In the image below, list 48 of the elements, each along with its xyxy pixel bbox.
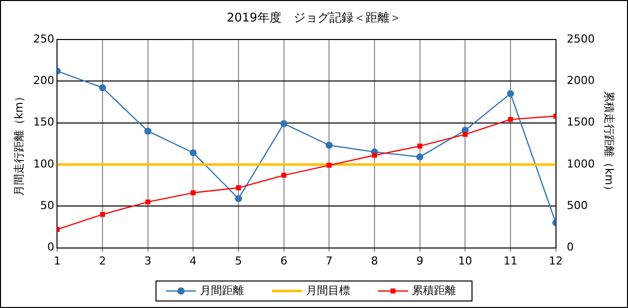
y2-tick-label: 2500 [566, 32, 595, 46]
point [372, 152, 377, 158]
point [144, 128, 152, 135]
y-tick-label: 0 [47, 240, 54, 254]
x-tick-label: 11 [503, 254, 518, 268]
legend-label: 月間距離 [200, 284, 244, 297]
x-tick-label: 4 [190, 254, 197, 268]
y2-tick-label: 1500 [566, 116, 595, 129]
x-tick-label: 2 [99, 254, 106, 268]
x-tick-label: 6 [280, 254, 288, 268]
point [417, 144, 422, 149]
x-tick-label: 3 [144, 254, 152, 268]
y-axis-title: 月間走行距離（km） [12, 91, 26, 196]
x-tick-label: 5 [235, 254, 242, 268]
point [190, 190, 196, 196]
point [190, 149, 197, 156]
y2-tick-label: 0 [566, 240, 574, 254]
y2-tick-label: 1000 [566, 157, 595, 170]
x-tick-label: 12 [548, 254, 563, 268]
y-tick-label: 200 [33, 74, 54, 87]
y2-tick-label: 500 [566, 198, 588, 212]
point [99, 84, 106, 92]
point [236, 185, 241, 190]
y-tick-label: 250 [33, 32, 54, 46]
point [326, 142, 333, 149]
point [145, 199, 150, 204]
y2-tick-label: 2000 [566, 74, 595, 87]
point [100, 212, 105, 217]
x-tick-label: 8 [370, 254, 378, 268]
point [235, 195, 242, 202]
point [326, 162, 332, 168]
point [280, 120, 288, 128]
y2-axis-title: 累積走行距離（km） [602, 91, 616, 196]
point [281, 172, 286, 178]
x-tick-label: 9 [416, 254, 424, 268]
legend-label: 累積距離 [412, 284, 456, 297]
y-tick-label: 100 [33, 157, 54, 170]
point [416, 153, 424, 160]
point [508, 116, 513, 122]
legend-label: 月間目標 [306, 284, 350, 297]
point [462, 132, 468, 137]
x-tick-label: 7 [326, 254, 333, 268]
y-tick-label: 150 [33, 116, 54, 129]
x-tick-label: 1 [54, 254, 61, 268]
point [506, 90, 514, 98]
y-tick-label: 50 [40, 198, 54, 212]
chart-title: 2019年度 ジョグ記録＜距離＞ [226, 10, 402, 24]
x-tick-label: 10 [458, 254, 472, 268]
